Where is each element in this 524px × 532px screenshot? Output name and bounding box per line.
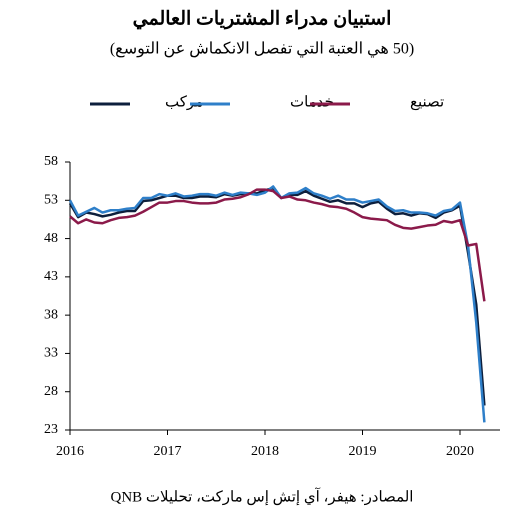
series-line: [68, 186, 486, 406]
legend-label: تصنيع: [410, 94, 444, 110]
y-tick-label: 53: [44, 193, 58, 208]
y-tick-label: 33: [44, 346, 58, 361]
chart-title: استبيان مدراء المشتريات العالمي: [133, 8, 392, 30]
x-tick-label: 2020: [446, 444, 474, 459]
y-tick-label: 58: [44, 154, 58, 169]
y-tick-label: 23: [44, 422, 58, 437]
chart-subtitle: (50 هي العتبة التي تفصل الانكماش عن التو…: [110, 41, 414, 58]
y-tick-label: 48: [44, 231, 58, 246]
source-note: المصادر: هيفر، آي إتش إس ماركت، تحليلات …: [111, 487, 414, 505]
y-tick-label: 43: [44, 269, 58, 284]
series-line: [69, 188, 486, 302]
y-tick-label: 28: [44, 384, 58, 399]
x-tick-label: 2019: [349, 444, 377, 459]
x-tick-label: 2018: [251, 444, 279, 459]
legend-label: خدمات: [290, 94, 334, 110]
legend-label: مركب: [165, 94, 203, 110]
y-tick-label: 38: [44, 307, 58, 322]
series-line: [68, 185, 486, 423]
x-tick-label: 2016: [56, 444, 84, 459]
x-tick-label: 2017: [154, 444, 182, 459]
